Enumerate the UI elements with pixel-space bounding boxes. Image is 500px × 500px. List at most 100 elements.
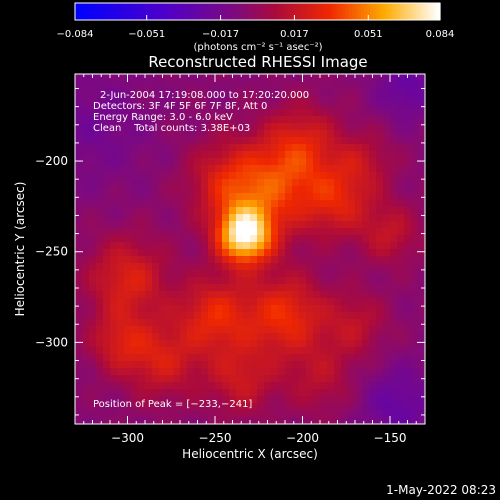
heatmap-pixel [292,109,300,117]
heatmap-pixel [117,256,125,264]
heatmap-pixel [152,151,160,159]
heatmap-pixel [194,284,202,292]
heatmap-pixel [362,263,370,271]
heatmap-pixel [236,298,244,306]
heatmap-pixel [187,340,195,348]
heatmap-pixel [138,305,146,313]
heatmap-pixel [411,228,419,236]
heatmap-pixel [292,375,300,383]
heatmap-pixel [313,158,321,166]
heatmap-pixel [243,417,251,425]
heatmap-pixel [327,277,335,285]
heatmap-pixel [348,305,356,313]
heatmap-pixel [411,242,419,250]
heatmap-pixel [348,235,356,243]
heatmap-pixel [89,249,97,257]
heatmap-pixel [404,382,412,390]
heatmap-pixel [145,410,153,418]
heatmap-pixel [222,102,230,110]
heatmap-pixel [124,165,132,173]
heatmap-pixel [271,319,279,327]
heatmap-pixel [320,340,328,348]
heatmap-pixel [250,74,258,82]
heatmap-pixel [383,417,391,425]
heatmap-pixel [152,368,160,376]
heatmap-pixel [208,375,216,383]
heatmap-pixel [180,88,188,96]
heatmap-pixel [187,319,195,327]
heatmap-pixel [138,284,146,292]
heatmap-pixel [187,298,195,306]
heatmap-pixel [320,74,328,82]
heatmap-pixel [292,319,300,327]
heatmap-pixel [341,228,349,236]
heatmap-pixel [355,130,363,138]
y-tick-label: −200 [35,154,68,168]
heatmap-pixel [96,410,104,418]
heatmap-pixel [355,242,363,250]
heatmap-pixel [390,333,398,341]
heatmap-pixel [138,151,146,159]
heatmap-pixel [96,375,104,383]
heatmap-pixel [173,340,181,348]
heatmap-pixel [131,81,139,89]
heatmap-pixel [285,158,293,166]
heatmap-pixel [145,263,153,271]
heatmap-pixel [334,158,342,166]
heatmap-pixel [145,193,153,201]
footer-date: 1-May-2022 08:23 [386,483,496,497]
heatmap-pixel [124,88,132,96]
heatmap-pixel [117,249,125,257]
heatmap-pixel [390,144,398,152]
heatmap-pixel [145,333,153,341]
heatmap-pixel [187,74,195,82]
heatmap-pixel [89,179,97,187]
heatmap-pixel [117,396,125,404]
heatmap-pixel [383,207,391,215]
heatmap-pixel [348,277,356,285]
heatmap-pixel [355,137,363,145]
heatmap-pixel [376,200,384,208]
heatmap-pixel [215,144,223,152]
heatmap-pixel [320,326,328,334]
heatmap-pixel [348,88,356,96]
heatmap-pixel [145,179,153,187]
heatmap-pixel [103,214,111,222]
heatmap-pixel [348,263,356,271]
heatmap-pixel [404,396,412,404]
heatmap-pixel [208,291,216,299]
heatmap-pixel [131,263,139,271]
heatmap-pixel [208,361,216,369]
heatmap-pixel [264,200,272,208]
heatmap-pixel [320,81,328,89]
heatmap-pixel [369,130,377,138]
heatmap-pixel [159,277,167,285]
heatmap-pixel [187,137,195,145]
heatmap-pixel [292,249,300,257]
heatmap-pixel [334,263,342,271]
heatmap-pixel [229,403,237,411]
heatmap-pixel [257,144,265,152]
heatmap-pixel [201,158,209,166]
heatmap-pixel [117,235,125,243]
heatmap-pixel [278,305,286,313]
colorbar-segment [354,3,359,20]
heatmap-pixel [250,284,258,292]
heatmap-pixel [369,102,377,110]
heatmap-pixel [82,214,90,222]
heatmap-pixel [418,396,426,404]
heatmap-pixel [418,249,426,257]
heatmap-pixel [362,81,370,89]
heatmap-pixel [187,333,195,341]
heatmap-pixel [194,158,202,166]
heatmap-pixel [159,354,167,362]
heatmap-pixel [75,417,83,425]
heatmap-pixel [355,347,363,355]
heatmap-pixel [208,410,216,418]
heatmap-pixel [187,312,195,320]
colorbar-tick-label: −0.051 [128,29,165,40]
heatmap-pixel [383,270,391,278]
heatmap-pixel [124,172,132,180]
heatmap-pixel [222,95,230,103]
heatmap-pixel [327,326,335,334]
